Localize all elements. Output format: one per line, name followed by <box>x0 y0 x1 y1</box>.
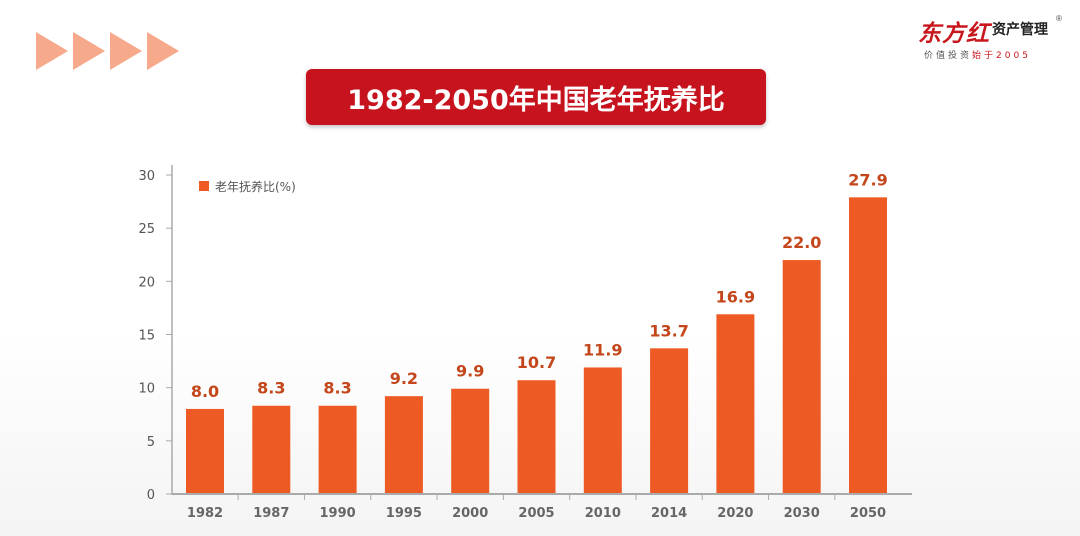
legend-label: 老年抚养比(%) <box>215 179 296 194</box>
data-label: 9.9 <box>456 362 484 381</box>
brand-logo: 东方红 资产管理 ® 价值投资始于2005 <box>918 14 1068 64</box>
x-axis-ticks: 1982 1987 1990 1995 2000 2005 2010 2014 2020 2030… <box>187 494 886 521</box>
data-label: 8.3 <box>257 379 285 398</box>
data-label: 16.9 <box>716 287 755 306</box>
bar <box>384 396 423 494</box>
bar <box>186 408 224 494</box>
y-tick-label: 0 <box>147 488 155 503</box>
legend-swatch <box>199 181 209 191</box>
data-label: 22.0 <box>782 233 821 252</box>
arrow-icon <box>36 32 68 70</box>
bar <box>583 367 622 494</box>
data-label: 9.2 <box>390 369 418 388</box>
x-tick-label: 2030 <box>784 506 820 521</box>
y-tick-label: 20 <box>138 275 155 290</box>
arrow-icon <box>147 32 179 70</box>
x-tick-label: 2014 <box>651 506 687 521</box>
chart-title: 1982-2050年中国老年抚养比 <box>347 84 725 116</box>
arrow-icon <box>110 32 142 70</box>
x-tick-label: 2020 <box>717 506 753 521</box>
bar <box>451 388 490 494</box>
x-tick-label: 1995 <box>386 506 422 521</box>
data-label: 8.0 <box>191 382 219 401</box>
y-tick-label: 5 <box>147 435 155 450</box>
bar <box>517 380 556 494</box>
x-tick-label: 2050 <box>850 506 886 521</box>
y-tick-label: 10 <box>138 382 155 397</box>
logo-registered-mark: ® <box>1056 14 1062 23</box>
bar <box>849 197 887 494</box>
logo-sub-text: 资产管理 <box>992 22 1048 38</box>
bar <box>318 405 357 494</box>
bar <box>782 260 821 494</box>
legend: 老年抚养比(%) <box>199 179 296 194</box>
y-axis-ticks: 0 5 10 15 20 25 30 <box>138 169 172 503</box>
bar <box>716 314 755 494</box>
data-label: 8.3 <box>323 379 351 398</box>
x-tick-label: 1987 <box>253 506 289 521</box>
logo-brand-text: 东方红 <box>918 20 990 47</box>
data-label: 11.9 <box>583 340 622 359</box>
x-tick-label: 2005 <box>518 506 554 521</box>
logo-tagline-b: 始于2005 <box>972 51 1031 61</box>
bar <box>252 405 291 494</box>
decorative-arrows <box>36 32 179 70</box>
title-banner: 1982-2050年中国老年抚养比 <box>306 69 766 125</box>
logo-tagline-a: 价值投资 <box>924 51 973 61</box>
y-tick-label: 30 <box>138 169 155 184</box>
data-label: 13.7 <box>649 321 688 340</box>
bar <box>650 348 689 494</box>
bars: 8.0 8.3 8.3 9.2 9.9 10.7 11.9 13.7 16.9 22.0 27.9 <box>186 170 888 494</box>
y-tick-label: 15 <box>138 329 155 344</box>
arrow-icon <box>73 32 105 70</box>
x-tick-label: 2000 <box>452 506 488 521</box>
x-tick-label: 2010 <box>585 506 621 521</box>
logo-tagline: 价值投资始于2005 <box>924 48 1031 61</box>
x-tick-label: 1982 <box>187 506 223 521</box>
data-label: 10.7 <box>517 353 556 372</box>
x-tick-label: 1990 <box>320 506 356 521</box>
data-label: 27.9 <box>848 170 887 189</box>
y-tick-label: 25 <box>138 222 155 237</box>
